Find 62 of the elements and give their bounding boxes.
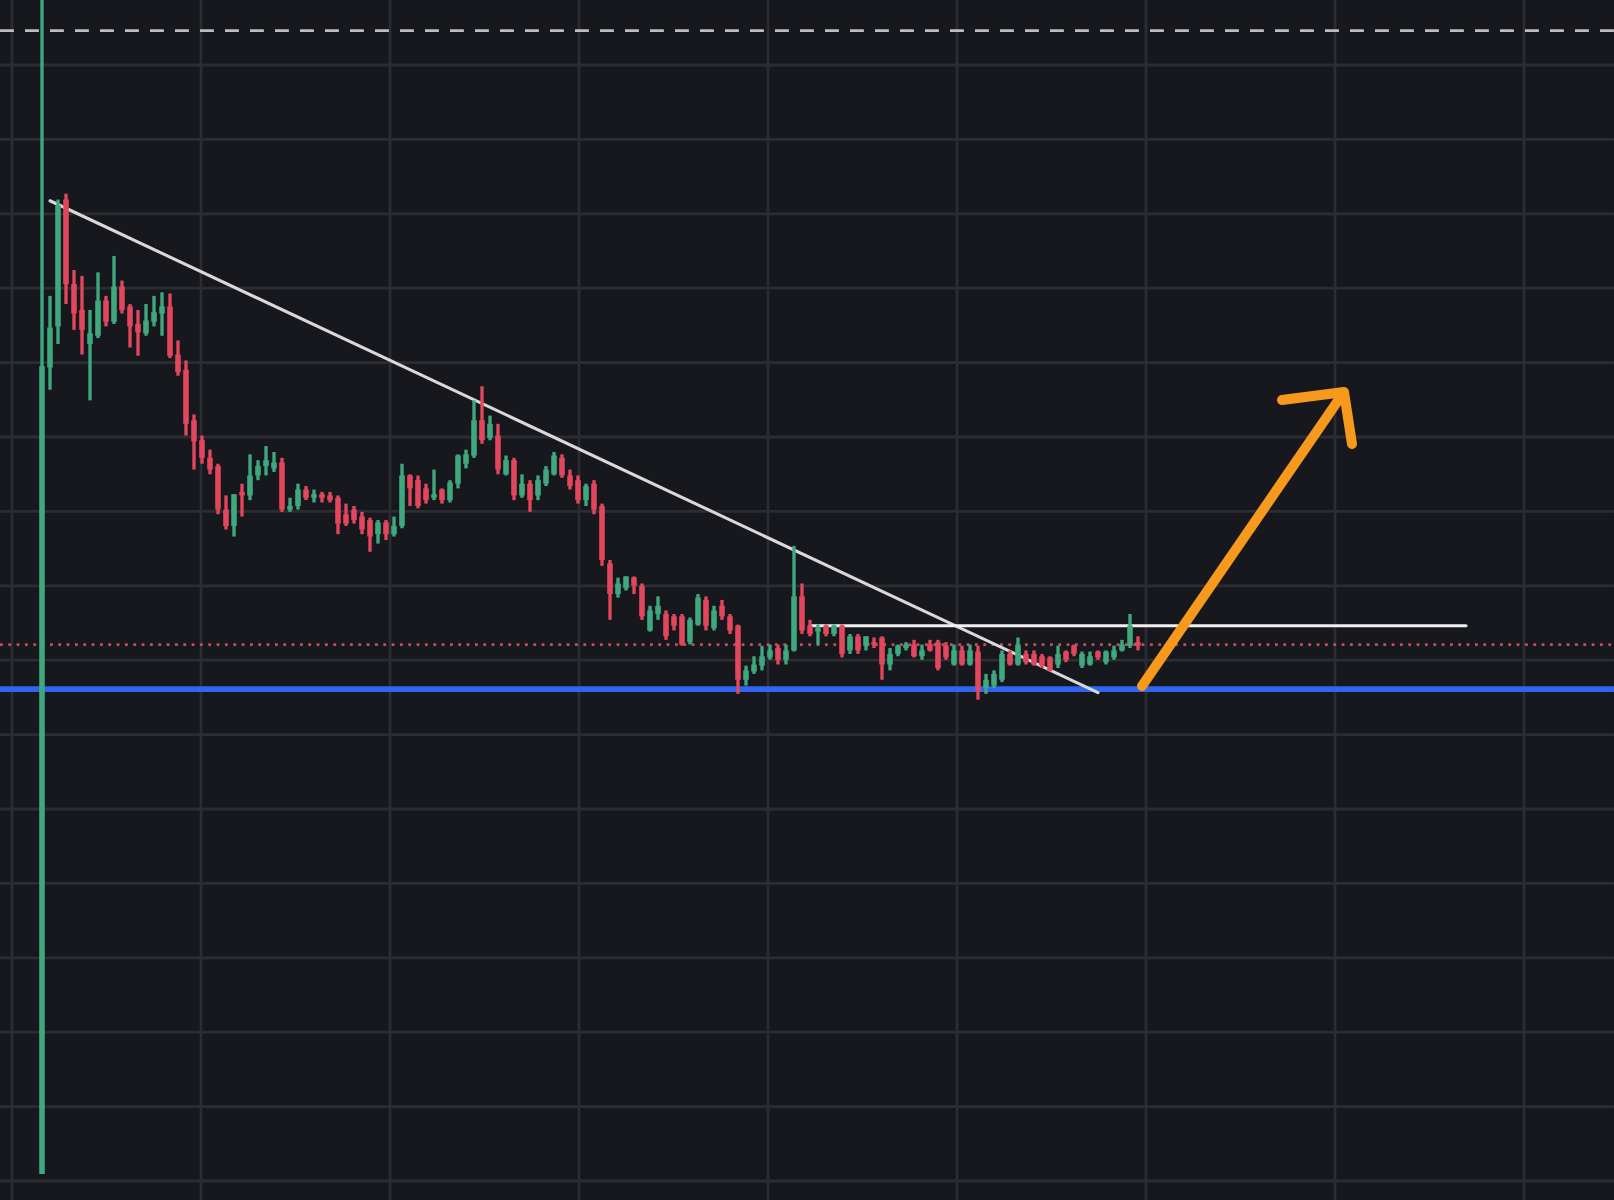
candlestick — [479, 384, 485, 446]
candlestick — [503, 453, 509, 478]
candlestick — [975, 644, 981, 702]
candlestick — [647, 604, 653, 634]
candlestick — [1015, 635, 1021, 668]
candlestick — [967, 642, 973, 668]
candlestick — [535, 473, 541, 502]
candlestick — [495, 422, 501, 476]
candlestick — [711, 604, 717, 633]
candlestick — [279, 456, 285, 514]
candlestick — [935, 638, 941, 673]
candlestick — [951, 642, 957, 668]
candlestick — [1055, 644, 1061, 670]
candlestick — [335, 493, 341, 536]
candlestick — [239, 482, 245, 519]
candlestick — [295, 482, 301, 512]
candlestick — [583, 482, 589, 508]
candlestick — [679, 612, 685, 648]
candlestick — [639, 581, 645, 622]
candlestick — [103, 294, 109, 329]
candlestick — [551, 450, 557, 478]
candlestick — [815, 622, 821, 647]
candlestick — [367, 516, 373, 554]
candlestick — [343, 501, 349, 528]
candlestick — [135, 308, 141, 358]
candlestick — [487, 413, 493, 442]
candlestick — [759, 644, 765, 673]
candlestick — [407, 472, 413, 508]
candlestick — [471, 398, 477, 460]
candlestick — [79, 274, 85, 357]
candlestick — [703, 594, 709, 633]
candlestick — [511, 456, 517, 502]
candlestick — [231, 492, 237, 539]
candlestick — [247, 452, 253, 502]
candlestick — [847, 632, 853, 656]
candlestick — [143, 302, 149, 338]
candlestick — [799, 581, 805, 636]
candlestick — [887, 646, 893, 673]
candlestick — [855, 632, 861, 656]
candlestick — [263, 444, 269, 478]
candlestick — [519, 472, 525, 500]
candlestick — [959, 644, 965, 668]
candlestick — [839, 622, 845, 660]
candlestick — [111, 254, 117, 326]
candlestick — [575, 473, 581, 506]
candlestick — [879, 634, 885, 682]
candlestick — [271, 450, 277, 474]
candlestick — [615, 575, 621, 600]
candlestick — [527, 478, 533, 514]
candlestick — [983, 672, 989, 696]
candlestick — [663, 608, 669, 642]
candlestick — [999, 648, 1005, 684]
candlestick — [415, 473, 421, 511]
candlestick — [775, 642, 781, 667]
candlestick — [159, 290, 165, 338]
candlestick — [375, 518, 381, 546]
candlestick — [383, 518, 389, 542]
candlestick — [151, 294, 157, 329]
candlestick — [431, 467, 437, 502]
candlestick — [743, 663, 749, 688]
candlestick — [1127, 612, 1133, 650]
candlestick — [423, 482, 429, 506]
